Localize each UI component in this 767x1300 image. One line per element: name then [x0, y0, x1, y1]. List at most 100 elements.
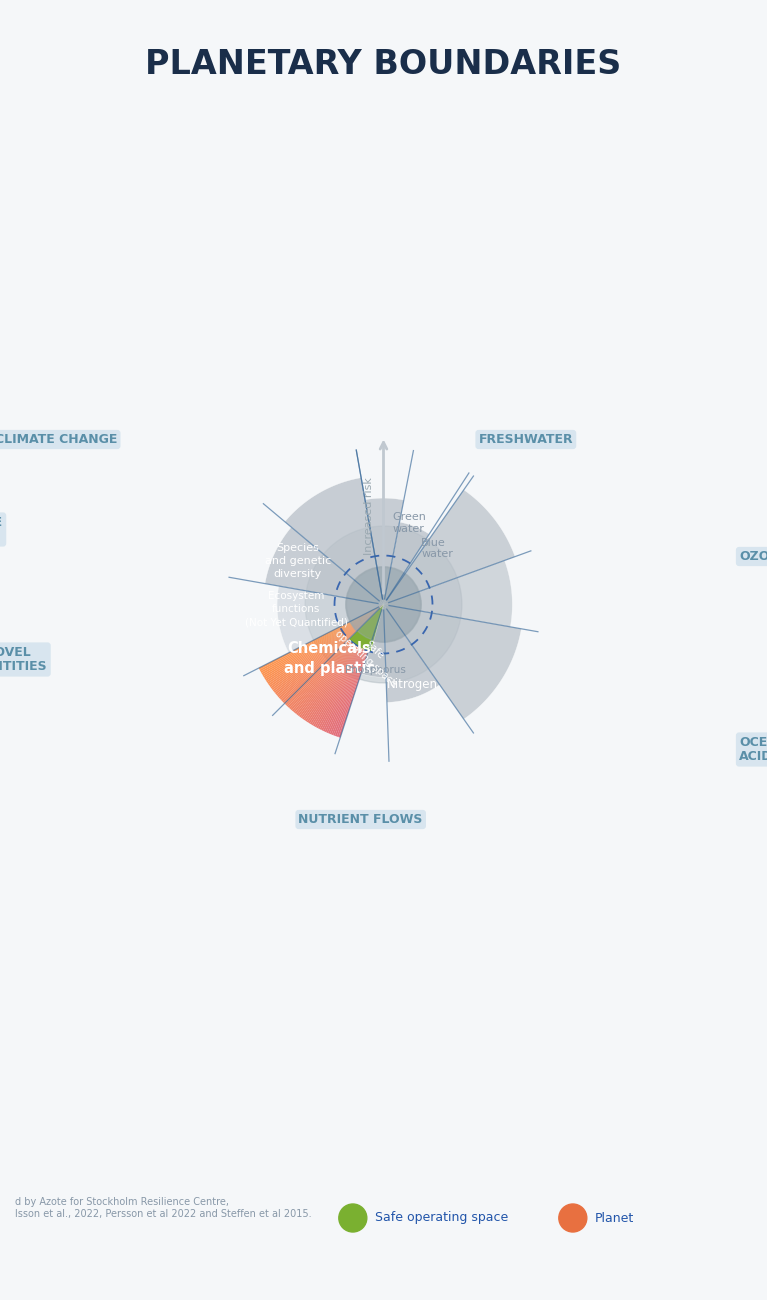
- Polygon shape: [266, 604, 384, 682]
- Polygon shape: [328, 604, 384, 733]
- Polygon shape: [338, 604, 384, 737]
- Polygon shape: [305, 604, 384, 722]
- Polygon shape: [358, 614, 377, 630]
- Polygon shape: [299, 604, 384, 718]
- Text: Safe
operating space: Safe operating space: [334, 620, 407, 689]
- Polygon shape: [267, 604, 384, 684]
- Text: d by Azote for Stockholm Resilience Centre,
lsson et al., 2022, Persson et al 20: d by Azote for Stockholm Resilience Cent…: [15, 1197, 311, 1219]
- Polygon shape: [273, 604, 384, 692]
- Polygon shape: [296, 646, 355, 698]
- Polygon shape: [377, 604, 384, 611]
- Polygon shape: [340, 624, 370, 651]
- Polygon shape: [276, 604, 384, 696]
- Polygon shape: [272, 604, 384, 690]
- Text: RE
Y: RE Y: [0, 516, 3, 543]
- Polygon shape: [333, 604, 384, 736]
- Polygon shape: [302, 642, 357, 692]
- Polygon shape: [261, 604, 384, 673]
- Polygon shape: [285, 604, 384, 706]
- Polygon shape: [320, 604, 384, 729]
- Polygon shape: [290, 649, 354, 705]
- Text: Increased risk: Increased risk: [364, 477, 374, 555]
- Polygon shape: [291, 604, 384, 710]
- Polygon shape: [274, 604, 384, 693]
- Text: Blue
water: Blue water: [421, 538, 453, 559]
- Polygon shape: [289, 604, 384, 708]
- Polygon shape: [301, 604, 384, 719]
- Text: NUTRIENT FLOWS: NUTRIENT FLOWS: [298, 812, 423, 826]
- Polygon shape: [278, 604, 384, 697]
- Polygon shape: [323, 604, 384, 732]
- Polygon shape: [384, 490, 515, 604]
- Text: Species
and genetic
diversity: Species and genetic diversity: [265, 543, 331, 580]
- Circle shape: [339, 1204, 367, 1232]
- Polygon shape: [281, 604, 384, 702]
- Polygon shape: [315, 636, 362, 677]
- Polygon shape: [346, 620, 373, 645]
- Text: CLIMATE CHANGE: CLIMATE CHANGE: [0, 433, 117, 446]
- Polygon shape: [284, 653, 351, 711]
- Text: Nitrogen: Nitrogen: [387, 679, 438, 692]
- Polygon shape: [277, 586, 384, 653]
- Polygon shape: [284, 604, 384, 705]
- Polygon shape: [326, 604, 384, 733]
- Text: NOVEL
ENTITIES: NOVEL ENTITIES: [0, 646, 48, 673]
- Polygon shape: [352, 618, 375, 638]
- Polygon shape: [295, 604, 384, 714]
- Text: Phosphorus: Phosphorus: [345, 666, 406, 675]
- Polygon shape: [349, 604, 384, 651]
- Polygon shape: [384, 523, 430, 604]
- Text: OCEAN
ACIDIFICATIO: OCEAN ACIDIFICATIO: [739, 736, 767, 763]
- Polygon shape: [296, 604, 384, 715]
- Polygon shape: [330, 604, 384, 734]
- Polygon shape: [298, 604, 384, 716]
- Polygon shape: [263, 604, 384, 677]
- Polygon shape: [316, 604, 384, 728]
- Circle shape: [305, 526, 462, 682]
- Polygon shape: [361, 604, 386, 677]
- Polygon shape: [307, 604, 384, 723]
- Polygon shape: [311, 604, 384, 725]
- Polygon shape: [258, 604, 384, 670]
- Polygon shape: [321, 633, 364, 671]
- Polygon shape: [365, 611, 379, 624]
- Polygon shape: [318, 604, 384, 729]
- Polygon shape: [384, 604, 439, 702]
- Polygon shape: [293, 604, 384, 712]
- Text: Green
water: Green water: [392, 512, 426, 534]
- Polygon shape: [264, 604, 384, 680]
- Polygon shape: [308, 640, 360, 684]
- Circle shape: [347, 568, 420, 641]
- Polygon shape: [302, 604, 384, 719]
- Text: Planet: Planet: [595, 1212, 634, 1225]
- Polygon shape: [384, 560, 512, 627]
- Polygon shape: [304, 604, 384, 720]
- Polygon shape: [280, 604, 384, 699]
- Text: Chemicals
and plastic: Chemicals and plastic: [284, 641, 374, 676]
- Polygon shape: [268, 604, 384, 685]
- Polygon shape: [308, 604, 384, 724]
- Polygon shape: [384, 604, 522, 719]
- Circle shape: [559, 1204, 587, 1232]
- Polygon shape: [271, 604, 384, 689]
- Text: Safe operating space: Safe operating space: [375, 1212, 508, 1225]
- Polygon shape: [334, 627, 368, 658]
- Text: Ecosystem
functions
(Not Yet Quantified): Ecosystem functions (Not Yet Quantified): [245, 592, 347, 628]
- Polygon shape: [285, 477, 384, 604]
- Polygon shape: [310, 604, 384, 724]
- Polygon shape: [286, 604, 384, 707]
- Text: PLANETARY BOUNDARIES: PLANETARY BOUNDARIES: [146, 48, 621, 82]
- Polygon shape: [269, 604, 384, 688]
- Polygon shape: [262, 604, 384, 675]
- Polygon shape: [365, 498, 403, 604]
- Text: FRESHWATER: FRESHWATER: [479, 433, 573, 446]
- Polygon shape: [335, 604, 384, 736]
- Polygon shape: [282, 604, 384, 703]
- Polygon shape: [313, 604, 384, 727]
- Polygon shape: [278, 604, 384, 698]
- Text: OZO: OZO: [739, 550, 767, 563]
- Circle shape: [346, 567, 421, 642]
- Polygon shape: [328, 630, 366, 664]
- Polygon shape: [265, 526, 384, 604]
- Polygon shape: [265, 604, 384, 681]
